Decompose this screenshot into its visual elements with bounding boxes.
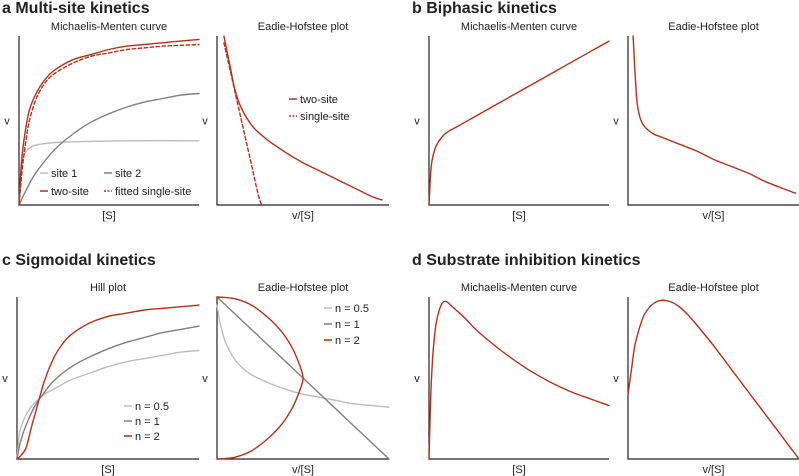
series-line-two-site [18,38,200,206]
chart-title: Eadie-Hofstee plot [258,21,349,33]
series-line-n-1 [16,325,200,460]
x-axis-label: v/[S] [702,210,724,222]
chart-b1: Michaelis-Menten curve [S] v [414,21,610,222]
legend-label: n = 0.5 [135,401,169,413]
y-axis-label: v [613,116,619,128]
axes [428,297,609,460]
series-line-0 [632,35,797,194]
y-axis-label: v [414,116,420,128]
series-line-0 [428,40,610,206]
chart-c1: Hill plot [S] v n = 0.5 n = 1 n = 2 [2,282,200,476]
legend-label: two-site [51,186,89,198]
chart-b2: Eadie-Hofstee plot v/[S] v [613,21,799,222]
series-line-site-2 [18,92,200,206]
chart-title: Hill plot [90,282,126,294]
chart-title: Michaelis-Menten curve [51,21,167,33]
x-axis-label: [S] [512,210,525,222]
x-axis-label: v/[S] [292,464,314,476]
legend-label: n = 2 [335,335,360,347]
series-line-n-0-5 [16,349,200,460]
chart-d2: Eadie-Hofstee plot v/[S] v [613,282,799,476]
y-axis-label: v [4,116,10,128]
x-axis-label: [S] [102,210,115,222]
y-axis-label: v [2,373,8,385]
panel-a-title: a Multi-site kinetics [2,0,150,17]
chart-title: Michaelis-Menten curve [461,21,577,33]
panel-b-title: b Biphasic kinetics [412,0,557,17]
legend-label: site 2 [115,168,141,180]
axes [216,36,389,206]
series-line-fitted-single-site [18,43,200,206]
x-axis-label: v/[S] [702,464,724,476]
legend-label: fitted single-site [115,186,191,198]
legend-label: n = 1 [135,416,160,428]
series-line-n-0-5 [216,304,390,408]
series-line-0 [428,300,610,460]
axes [18,36,199,206]
chart-d1: Michaelis-Menten curve [S] v [414,282,610,476]
chart-a2: Eadie-Hofstee plot v/[S] v two-site single-s… [202,21,389,222]
legend-label: n = 0.5 [335,303,369,315]
chart-title: Michaelis-Menten curve [461,282,577,294]
chart-a1: Michaelis-Menten curve [S] v site 1 site 2 tw… [4,21,200,222]
y-axis-label: v [202,373,208,385]
series-line-n-2 [216,296,304,460]
x-axis-label: [S] [101,464,114,476]
axes [627,36,799,206]
x-axis-label: [S] [512,464,525,476]
y-axis-label: v [414,373,420,385]
charts-layer: Michaelis-Menten curve [S] v site 1 site 2 tw… [2,21,799,476]
chart-c2: Eadie-Hofstee plot v/[S] v n = 0.5 n = 1 n = … [202,282,390,476]
chart-title: Eadie-Hofstee plot [258,282,349,294]
axes [627,297,799,460]
series-line-site-1 [18,140,200,206]
axes [16,297,199,460]
legend-label: two-site [300,94,338,106]
panel-c-title: c Sigmoidal kinetics [2,252,156,269]
legend-label: single-site [300,111,350,123]
series-line-single-site [223,42,263,206]
legend-label: site 1 [51,168,77,180]
x-axis-label: v/[S] [292,210,314,222]
chart-title: Eadie-Hofstee plot [668,282,759,294]
series-line-0 [627,299,799,460]
series-line-n-2 [16,304,200,460]
y-axis-label: v [202,116,208,128]
legend-label: n = 2 [135,431,160,443]
chart-title: Eadie-Hofstee plot [668,21,759,33]
axes [428,36,609,206]
y-axis-label: v [613,373,619,385]
legend-label: n = 1 [335,319,360,331]
panel-d-title: d Substrate inhibition kinetics [412,252,641,269]
